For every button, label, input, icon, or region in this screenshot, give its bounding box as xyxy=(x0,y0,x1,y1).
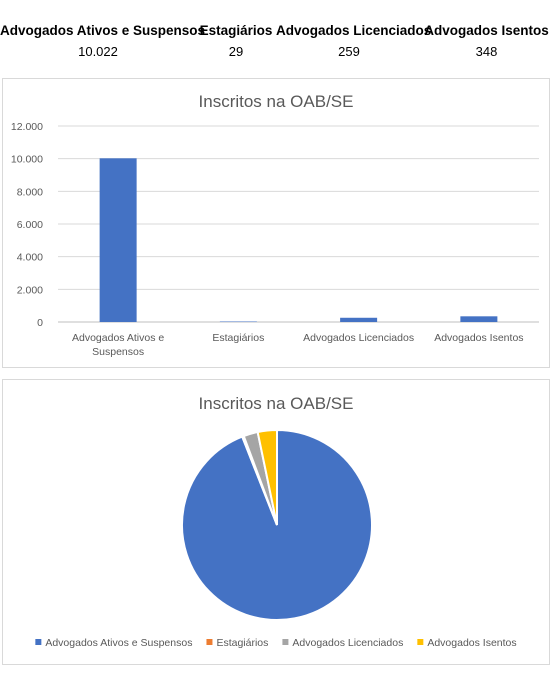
summary-value: 259 xyxy=(338,44,360,59)
summary-col-isentos: Advogados Isentos 348 xyxy=(422,22,551,61)
pie-slice xyxy=(256,428,278,526)
pie-chart: Inscritos na OAB/SE Advogados Ativos e S… xyxy=(35,394,517,649)
pie-chart-frame: Inscritos na OAB/SE Advogados Ativos e S… xyxy=(2,379,550,665)
bar-chart-frame: Inscritos na OAB/SE 0 2.000 4.000 6.000 8.00… xyxy=(2,78,550,368)
y-tick-label: 10.000 xyxy=(11,154,43,166)
summary-header: Estagiários xyxy=(199,23,273,38)
y-tick-label: 0 xyxy=(37,317,43,329)
summary-value: 348 xyxy=(475,44,498,59)
summary-header: Advogados Licenciados xyxy=(276,23,432,38)
bar-chart: Inscritos na OAB/SE 0 2.000 4.000 6.000 8.00… xyxy=(11,92,539,358)
bar xyxy=(340,317,378,322)
legend-item: Estagiários xyxy=(206,637,268,649)
legend-item: Advogados Licenciados xyxy=(282,637,403,649)
legend-label: Estagiários xyxy=(216,637,268,649)
bar xyxy=(99,158,137,322)
x-tick-label: Advogados Ativos e Suspensos xyxy=(72,332,164,358)
y-tick-label: 6.000 xyxy=(17,219,43,231)
x-tick-label: Advogados Isentos xyxy=(434,332,523,344)
y-tick-label: 2.000 xyxy=(17,284,43,296)
legend-label: Advogados Isentos xyxy=(427,637,516,649)
y-tick-label: 8.000 xyxy=(17,186,43,198)
summary-col-ativos: Advogados Ativos e Suspensos 10.022 xyxy=(0,22,206,61)
x-tick-label: Advogados Licenciados xyxy=(303,332,414,344)
summary-col-estagiarios: Estagiários 29 xyxy=(196,22,276,61)
legend-swatch xyxy=(417,639,424,645)
y-tick-label: 12.000 xyxy=(11,121,43,133)
x-tick-label: Estagiários xyxy=(212,332,264,344)
summary-col-licenciados: Advogados Licenciados 259 xyxy=(276,22,432,61)
legend-swatch xyxy=(35,639,42,645)
summary-value: 10.022 xyxy=(78,44,118,59)
summary-header: Advogados Isentos xyxy=(424,23,549,38)
y-tick-label: 4.000 xyxy=(17,252,43,264)
legend-swatch xyxy=(206,639,213,645)
legend-swatch xyxy=(282,639,289,645)
bar xyxy=(460,316,498,322)
legend-item: Advogados Ativos e Suspensos xyxy=(35,637,192,649)
legend-label: Advogados Ativos e Suspensos xyxy=(45,637,192,649)
summary-table: Advogados Ativos e Suspensos 10.022 Esta… xyxy=(0,0,551,70)
bar-chart-title: Inscritos na OAB/SE xyxy=(199,92,354,111)
legend-label: Advogados Licenciados xyxy=(292,637,403,649)
summary-header: Advogados Ativos e Suspensos xyxy=(0,23,206,38)
legend-item: Advogados Isentos xyxy=(417,637,517,649)
pie-chart-title: Inscritos na OAB/SE xyxy=(199,394,354,413)
summary-value: 29 xyxy=(228,44,244,59)
